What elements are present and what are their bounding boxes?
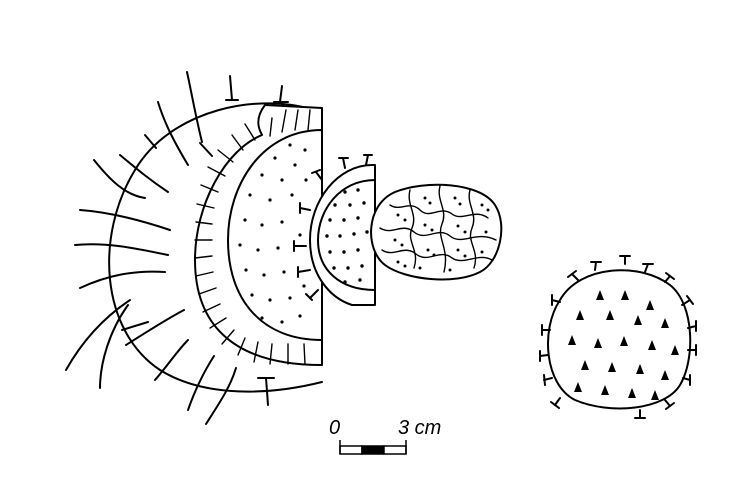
outer-shell xyxy=(108,102,323,393)
sectioned-specimen xyxy=(65,71,503,425)
whole-specimen-tubercles xyxy=(568,290,679,400)
prism-lines xyxy=(194,109,311,365)
dotted-core-layer xyxy=(227,129,323,341)
whole-specimen xyxy=(539,255,697,419)
inner-shell-spines xyxy=(293,154,373,301)
scale-end-label: 3 cm xyxy=(398,417,441,439)
core-layer-dots xyxy=(238,143,308,324)
scale-start-label: 0 xyxy=(329,417,340,439)
scale-bar-segments xyxy=(339,440,407,455)
cellular-core xyxy=(370,183,503,281)
medullary-dots xyxy=(325,188,369,284)
medullary-layer xyxy=(317,179,376,291)
whole-specimen-outline xyxy=(547,269,692,410)
scale-bar: 0 3 cm xyxy=(329,417,441,455)
cell-nuclei xyxy=(393,196,490,272)
outer-spines xyxy=(65,71,289,425)
whole-specimen-rim-spines xyxy=(539,255,697,419)
